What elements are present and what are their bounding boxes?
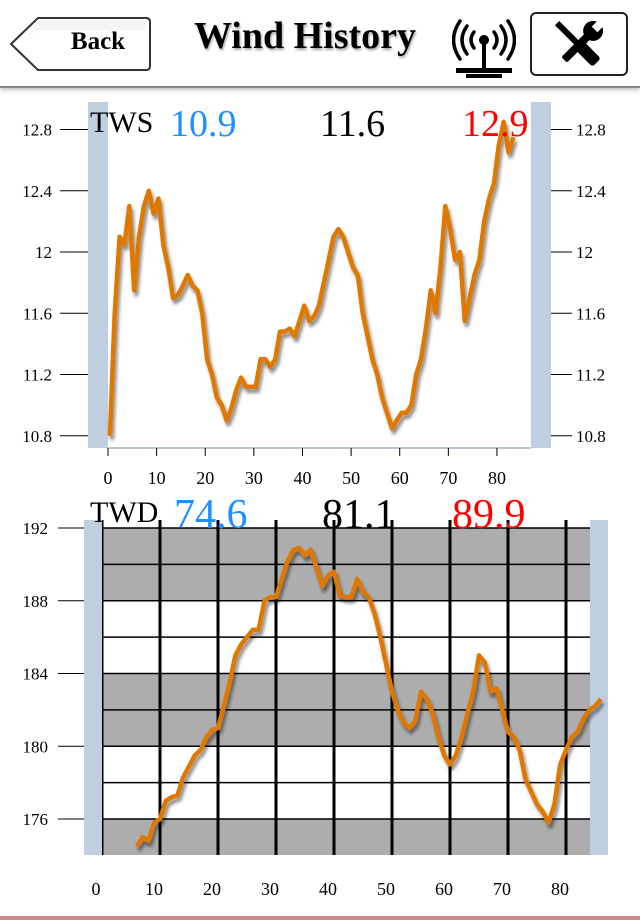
back-button-shape: [9, 17, 151, 71]
antenna-icon[interactable]: [451, 18, 517, 80]
tws-y-tick-left: 12.4: [22, 182, 52, 201]
tws-series-line: [107, 119, 516, 436]
tws-max-value: 12.9: [462, 103, 529, 145]
twd-max-value: 89.9: [452, 492, 526, 538]
tws-x-tick: 30: [245, 468, 263, 488]
twd-grey-band: [84, 819, 590, 855]
twd-right-side-band: [590, 520, 608, 855]
tws-y-tick-right: 12.8: [576, 121, 606, 140]
twd-y-tick: 192: [23, 519, 49, 538]
tws-y-tick-right: 11.6: [576, 304, 605, 323]
twd-y-tick: 184: [23, 665, 49, 684]
tws-x-tick: 50: [342, 468, 360, 488]
tws-min-value: 10.9: [170, 103, 237, 145]
tools-icon: [554, 19, 605, 66]
twd-x-tick: 40: [319, 879, 337, 899]
twd-chart: 192 188 184 180 176 0 10 20 30 40 50 60 70 80 TWD 74…: [0, 490, 640, 915]
twd-x-tick: 80: [551, 879, 569, 899]
tws-label: TWS: [90, 106, 153, 139]
back-button-label: Back: [70, 28, 126, 55]
twd-x-tick: 0: [92, 879, 101, 899]
tws-y-tick-left: 12: [35, 243, 52, 262]
twd-x-tick: 60: [435, 879, 453, 899]
tws-x-tick: 60: [391, 468, 409, 488]
twd-x-tick: 50: [377, 879, 395, 899]
tws-x-tick: 80: [488, 468, 506, 488]
tws-avg-value: 11.6: [320, 103, 385, 145]
page-title: Wind History: [193, 15, 417, 57]
twd-avg-value: 81.1: [322, 492, 396, 538]
twd-y-tick: 188: [23, 592, 49, 611]
twd-min-value: 74.6: [174, 492, 248, 538]
tws-y-tick-left: 11.2: [23, 366, 52, 385]
tws-x-tick: 20: [196, 468, 214, 488]
tws-y-tick-right: 12: [576, 243, 593, 262]
settings-tools-button[interactable]: [530, 12, 628, 76]
tws-x-tick: 40: [293, 468, 311, 488]
bottom-edge: [0, 916, 640, 920]
tws-right-side-band: [531, 102, 551, 448]
header-bar: Back Wind History: [0, 0, 640, 88]
twd-x-tick: 20: [203, 879, 221, 899]
tws-y-tick-left: 10.8: [22, 427, 52, 446]
back-button[interactable]: Back: [8, 16, 152, 72]
tws-x-tick: 70: [439, 468, 457, 488]
tws-y-tick-right: 10.8: [576, 427, 606, 446]
twd-x-tick: 70: [493, 879, 511, 899]
tws-y-tick-left: 12.8: [22, 121, 52, 140]
twd-left-side-band: [84, 520, 102, 855]
twd-y-tick: 176: [23, 810, 49, 829]
twd-series-line: [134, 545, 603, 848]
tws-x-tick: 10: [148, 468, 166, 488]
twd-y-tick: 180: [23, 737, 49, 756]
twd-chart-svg: 192 188 184 180 176 0 10 20 30 40 50 60 70 80 TWD 74…: [23, 492, 608, 899]
twd-x-tick: 10: [145, 879, 163, 899]
tws-x-tick: 0: [104, 468, 113, 488]
tws-y-tick-left: 11.6: [23, 304, 52, 323]
twd-label: TWD: [90, 496, 158, 529]
tws-y-tick-right: 12.4: [576, 182, 606, 201]
tws-chart-svg: 12.8 12.4 12 11.6 11.2 10.8 12.8 12.4 12 11.6 11.…: [22, 102, 606, 488]
tws-left-side-band: [88, 102, 108, 448]
tws-y-tick-right: 11.2: [576, 366, 605, 385]
twd-x-tick: 30: [261, 879, 279, 899]
tws-chart: 12.8 12.4 12 11.6 11.2 10.8 12.8 12.4 12 11.6 11.…: [0, 90, 640, 495]
